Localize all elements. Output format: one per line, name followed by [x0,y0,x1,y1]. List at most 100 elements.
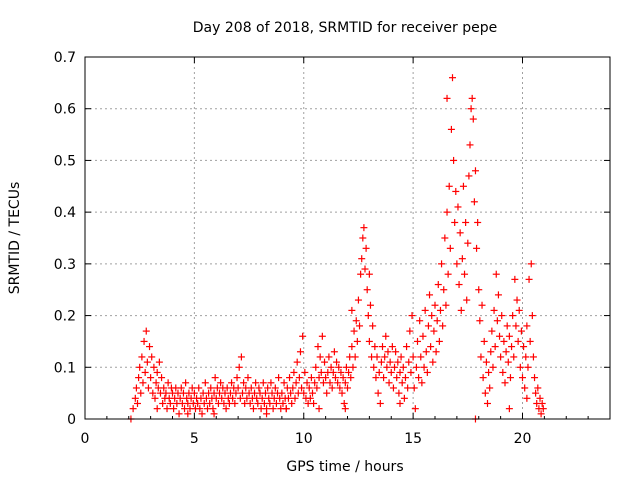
data-point [423,368,431,376]
data-point [492,270,500,278]
data-point [452,187,460,195]
y-tick-label: 0.2 [54,309,76,325]
data-point [312,363,320,371]
data-point [267,379,275,387]
data-point [153,368,161,376]
data-point [299,332,307,340]
data-point [399,363,407,371]
data-point [295,374,303,382]
data-point [365,270,373,278]
data-point [291,394,299,402]
data-point [457,306,465,314]
data-point [422,348,430,356]
data-point [366,301,374,309]
data-point [341,405,349,413]
x-tick-label: 15 [404,431,422,447]
data-point [465,172,473,180]
data-point [513,296,521,304]
data-point [450,156,458,164]
data-point [336,384,344,392]
data-point [334,379,342,387]
y-tick-label: 0.6 [54,102,76,118]
data-point [290,368,298,376]
data-point [405,358,413,366]
data-point [269,405,277,413]
data-point [293,358,301,366]
data-point [356,322,364,330]
data-point [323,389,331,397]
data-point [373,353,381,361]
data-point [493,317,501,325]
data-point [222,405,230,413]
data-point [502,348,510,356]
data-point [160,384,168,392]
data-point [138,353,146,361]
data-point [166,399,174,407]
data-point [486,384,494,392]
data-point [500,337,508,345]
data-point [258,394,266,402]
data-point [306,394,314,402]
data-point [362,244,370,252]
data-point [263,410,271,418]
data-point [407,368,415,376]
data-point [275,374,283,382]
data-point [315,374,323,382]
data-points [127,74,547,423]
data-point [237,353,245,361]
data-point [415,374,423,382]
x-tick-label: 20 [514,431,532,447]
data-point [468,94,476,102]
chart-title: Day 208 of 2018, SRMTID for receiver pep… [193,20,497,36]
data-point [389,384,397,392]
data-point [485,368,493,376]
data-point [176,394,184,402]
data-point [488,327,496,335]
data-point [491,343,499,351]
data-point [440,286,448,294]
data-point [514,337,522,345]
data-point [438,260,446,268]
data-point [280,379,288,387]
data-point [266,399,274,407]
data-point [144,384,152,392]
data-point [177,384,185,392]
data-point [318,332,326,340]
data-point [240,379,248,387]
x-tick-label: 10 [295,431,313,447]
data-point [442,301,450,309]
data-point [136,363,144,371]
data-point [526,337,534,345]
data-point [446,244,454,252]
data-point [255,384,263,392]
data-point [309,389,316,397]
data-point [325,353,333,361]
data-point [155,358,163,366]
data-point [313,384,321,392]
data-point [380,374,388,382]
data-point [278,389,286,397]
data-point [337,368,345,376]
data-point [412,363,420,371]
y-tick-label: 0.4 [54,205,76,221]
data-point [315,405,323,413]
data-point [371,343,379,351]
data-point [539,405,547,413]
data-point [344,384,351,392]
data-point [515,306,523,314]
data-point [135,374,143,382]
data-point [391,363,399,371]
data-point [235,363,243,371]
data-point [247,384,255,392]
data-point [151,394,159,402]
data-point [209,405,217,413]
data-point [379,343,386,351]
data-point [431,301,439,309]
data-point [261,389,269,397]
y-tick-label: 0 [67,412,76,428]
data-point [406,327,414,335]
data-point [474,218,482,226]
data-point [363,286,371,294]
data-point [188,384,196,392]
